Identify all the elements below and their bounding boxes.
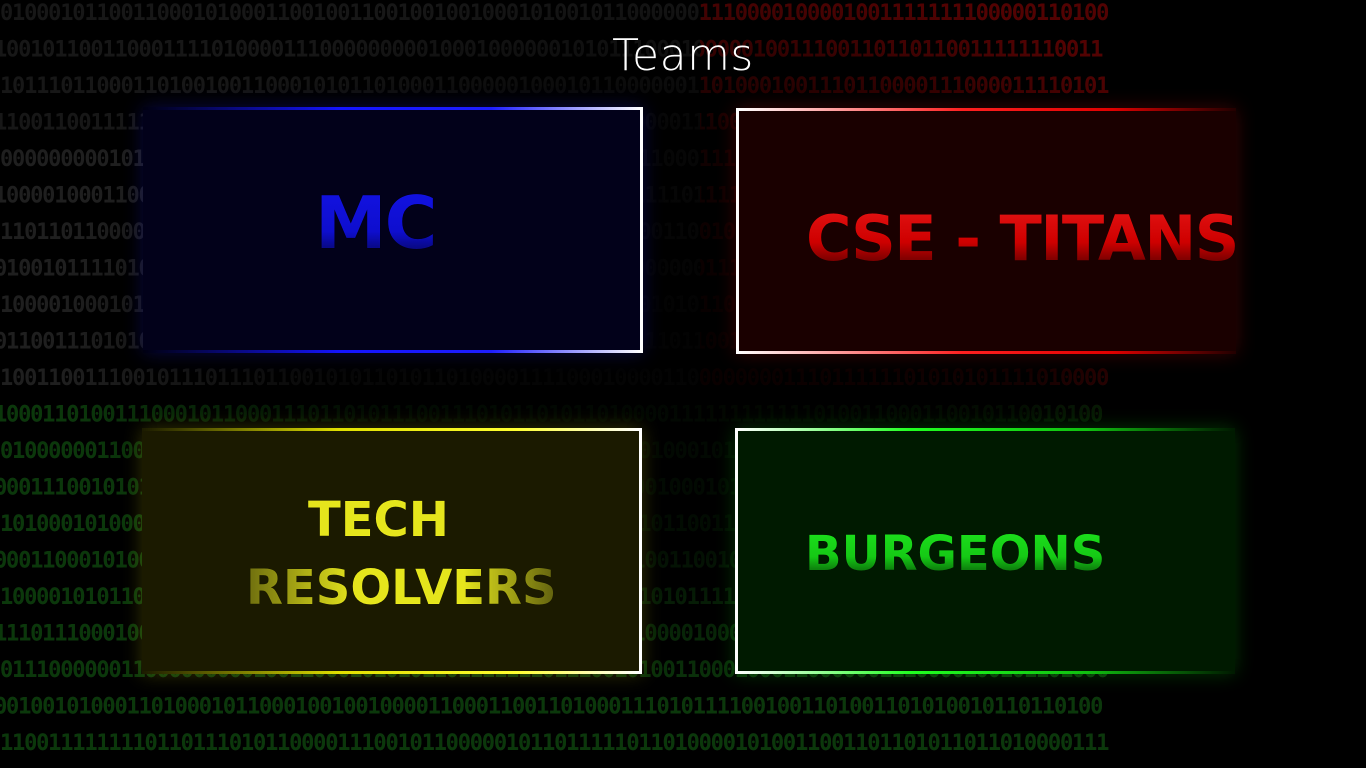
- page-title: Teams: [612, 30, 754, 81]
- team-name-mc: MC: [315, 181, 437, 265]
- team-card-burgeons[interactable]: BURGEONS: [735, 428, 1235, 674]
- team-card-frame: [143, 107, 643, 353]
- team-card-cse-titans[interactable]: CSE - TITANS: [736, 108, 1239, 354]
- team-card-frame: [142, 428, 642, 674]
- team-name-burgeons: BURGEONS: [805, 526, 1106, 582]
- team-card-mc[interactable]: MC: [143, 107, 643, 353]
- team-card-frame: [736, 108, 1236, 354]
- team-card-tech-resolvers[interactable]: TECH RESOLVERS: [142, 428, 642, 674]
- team-card-frame: [735, 428, 1235, 674]
- team-name-tech-resolvers-line2: RESOLVERS: [246, 560, 557, 616]
- binary-row: 0010010100011010001011000100100100001100…: [0, 695, 1102, 720]
- team-name-cse-titans: CSE - TITANS: [806, 202, 1239, 275]
- team-name-tech-resolvers-line1: TECH: [308, 492, 449, 548]
- binary-row: 1100111111110110111010110000111001011000…: [0, 731, 1109, 756]
- binary-row: 1000110100111000101100011101101011100111…: [0, 403, 1102, 428]
